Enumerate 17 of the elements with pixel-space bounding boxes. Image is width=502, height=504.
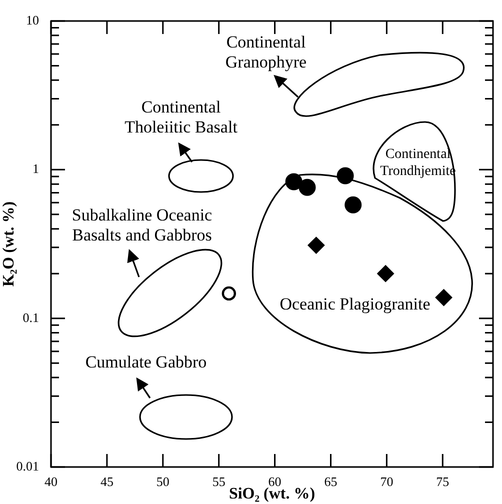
- y-tick-label: 1: [32, 161, 39, 176]
- annotation: Subalkaline Oceanic Basalts and Gabbros: [72, 205, 213, 244]
- x-tick-label: 65: [324, 474, 338, 490]
- x-tick-label: 70: [380, 474, 394, 490]
- y-tick-label: 10: [26, 12, 39, 28]
- y-tick-label: 0.01: [16, 458, 39, 474]
- annotation: Continental Granophyre: [225, 32, 307, 72]
- x-tick-label: 50: [156, 474, 170, 490]
- x-tick-label: 75: [436, 474, 450, 490]
- annotation: Cumulate Gabbro: [85, 352, 207, 372]
- x-tick-label: 45: [100, 474, 114, 490]
- y-tick-label: 0.1: [22, 310, 39, 325]
- annotation: Continental Tholeiitic Basalt: [124, 97, 238, 136]
- y-axis-title: K₂O (wt. %): [0, 201, 18, 287]
- x-tick-label: 40: [44, 474, 58, 490]
- annotation: Oceanic Plagiogranite: [280, 294, 430, 314]
- x-tick-label: 55: [212, 474, 226, 490]
